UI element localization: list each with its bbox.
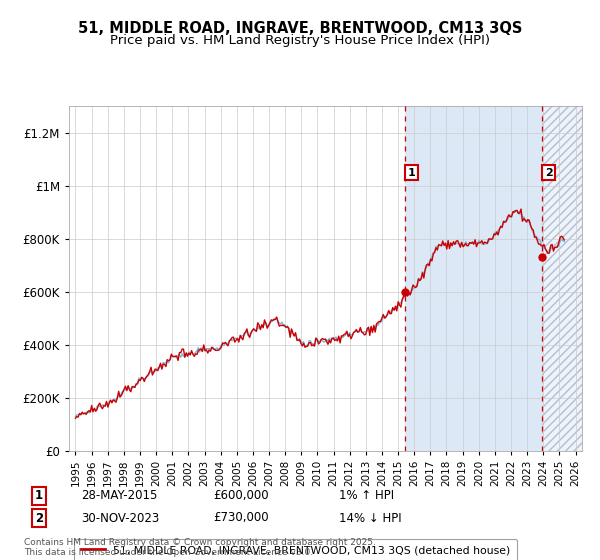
Text: Contains HM Land Registry data © Crown copyright and database right 2025.
This d: Contains HM Land Registry data © Crown c…: [24, 538, 376, 557]
Text: 2: 2: [545, 167, 553, 178]
Bar: [405, 106, 542, 451]
Text: £600,000: £600,000: [213, 489, 269, 502]
Bar: [542, 106, 598, 451]
Text: Price paid vs. HM Land Registry's House Price Index (HPI): Price paid vs. HM Land Registry's House …: [110, 34, 490, 46]
Text: 1% ↑ HPI: 1% ↑ HPI: [339, 489, 394, 502]
Text: 14% ↓ HPI: 14% ↓ HPI: [339, 511, 401, 525]
Text: 2: 2: [35, 511, 43, 525]
Text: 28-MAY-2015: 28-MAY-2015: [81, 489, 157, 502]
Bar: [542, 106, 598, 451]
Text: 1: 1: [407, 167, 415, 178]
Text: 30-NOV-2023: 30-NOV-2023: [81, 511, 159, 525]
Text: 51, MIDDLE ROAD, INGRAVE, BRENTWOOD, CM13 3QS: 51, MIDDLE ROAD, INGRAVE, BRENTWOOD, CM1…: [78, 21, 522, 36]
Legend: 51, MIDDLE ROAD, INGRAVE, BRENTWOOD, CM13 3QS (detached house), HPI: Average pri: 51, MIDDLE ROAD, INGRAVE, BRENTWOOD, CM1…: [74, 539, 517, 560]
Text: 1: 1: [35, 489, 43, 502]
Text: £730,000: £730,000: [213, 511, 269, 525]
